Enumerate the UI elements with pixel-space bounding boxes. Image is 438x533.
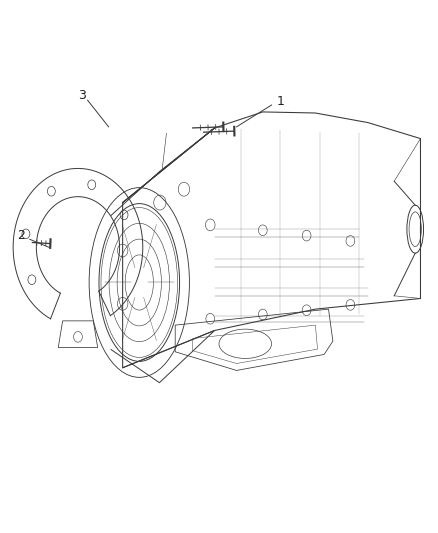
Text: 3: 3: [78, 90, 86, 102]
Text: 1: 1: [276, 95, 284, 108]
Text: 2: 2: [17, 229, 25, 242]
